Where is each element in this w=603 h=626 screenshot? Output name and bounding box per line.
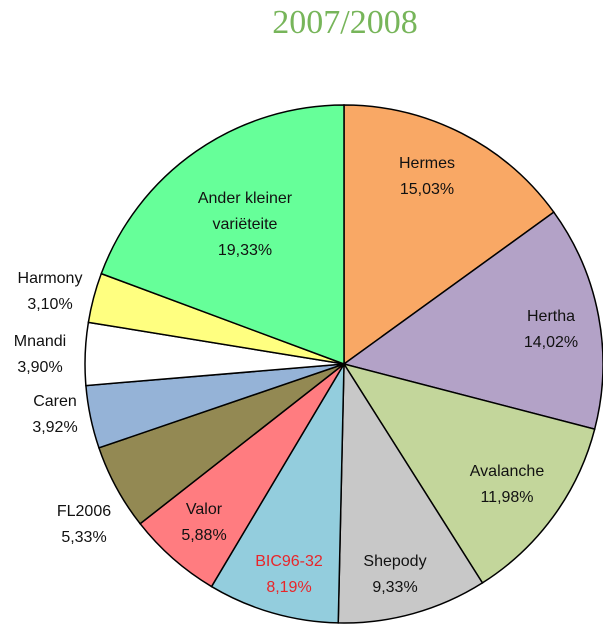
slice-value: 8,19%	[266, 579, 312, 596]
slice-value: 5,88%	[181, 527, 227, 544]
slice-value: 14,02%	[523, 334, 579, 351]
slice-label: Hermes 15,03%	[357, 151, 497, 203]
slice-name: Ander kleiner variëteite	[197, 190, 293, 233]
slice-name: Avalanche	[469, 463, 545, 480]
slice-label: FL2006 5,33%	[14, 499, 154, 551]
slice-value: 19,33%	[217, 242, 273, 259]
slice-value: 3,90%	[17, 359, 63, 376]
slice-value: 5,33%	[61, 529, 107, 546]
pie-slice	[342, 362, 596, 584]
slice-name: BIC96-32	[255, 553, 323, 570]
slice-label: Mnandi 3,90%	[0, 329, 110, 381]
slice-label: BIC96-32 8,19%	[219, 549, 359, 601]
pie-slice	[210, 361, 345, 624]
pie-slice	[342, 211, 603, 431]
pie-slice	[337, 361, 484, 624]
slice-name: Mnandi	[13, 333, 67, 350]
slice-name: Harmony	[17, 270, 83, 287]
slice-name: Shepody	[363, 553, 427, 570]
slice-value: 9,33%	[372, 579, 418, 596]
slice-label: Ander kleiner variëteite 19,33%	[180, 186, 310, 264]
chart-title: 2007/2008	[272, 4, 418, 41]
slice-value: 11,98%	[480, 489, 534, 506]
slice-label: Caren 3,92%	[0, 389, 125, 441]
slice-label: Avalanche 11,98%	[437, 459, 577, 511]
slice-name: Caren	[33, 393, 77, 410]
pie-slice	[343, 104, 555, 366]
slice-name: FL2006	[56, 503, 112, 520]
slice-name: Valor	[185, 501, 223, 518]
slice-name: Hermes	[398, 155, 455, 172]
slice-name: Hertha	[526, 308, 576, 325]
slice-value: 15,03%	[399, 181, 455, 198]
slice-label: Hertha 14,02%	[481, 304, 603, 356]
slice-label: Shepody 9,33%	[325, 549, 465, 601]
slice-value: 3,92%	[32, 419, 78, 436]
slice-value: 3,10%	[27, 296, 73, 313]
slice-label: Valor 5,88%	[134, 497, 274, 549]
slice-label: Harmony 3,10%	[0, 266, 120, 318]
pie-slice	[100, 104, 345, 366]
